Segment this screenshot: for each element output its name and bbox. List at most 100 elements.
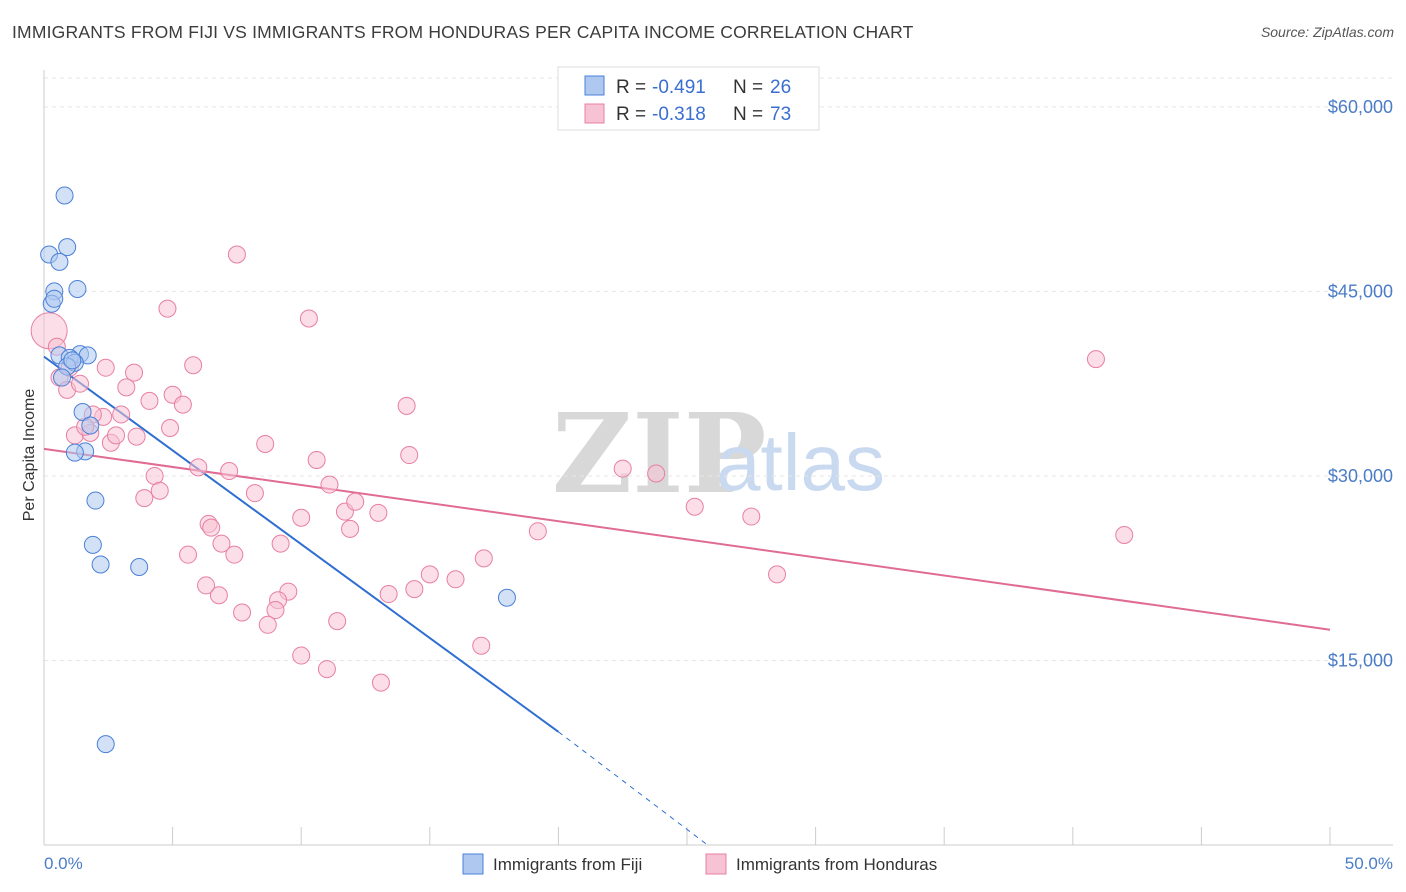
honduras-point [107,426,126,445]
legend-fiji-swatch [584,75,605,96]
legend-honduras-r-value: -0.318 [652,104,706,125]
honduras-point [209,586,228,605]
fiji-point [497,588,516,607]
fiji-point [81,416,100,435]
honduras-point [292,646,311,665]
honduras-point [225,545,244,564]
honduras-point [341,519,360,538]
grid-layer [44,77,1393,661]
bottom-legend-fiji-swatch [462,853,484,875]
honduras-point [320,475,339,494]
legend-fiji-n-value: 26 [770,77,791,98]
y-tick-label: $60,000 [1328,97,1393,117]
legend-fiji-r-value: -0.491 [652,77,706,98]
fiji-point [83,535,102,554]
fiji-point [130,557,149,576]
honduras-point [150,481,169,500]
honduras-point [299,309,318,328]
fiji-point [55,186,74,205]
honduras-point [117,378,136,397]
honduras-point [96,358,115,377]
honduras-point [135,489,154,508]
y-tick-label: $30,000 [1328,466,1393,486]
bottom-legend-honduras-swatch [705,853,727,875]
honduras-point [346,492,365,511]
honduras-trend-line [43,447,1331,631]
honduras-point [256,434,275,453]
honduras-point [173,395,192,414]
chart-title: IMMIGRANTS FROM FIJI VS IMMIGRANTS FROM … [12,22,914,42]
fiji-point [73,402,92,421]
x-tick-label-min: 0.0% [44,854,83,873]
honduras-point [189,458,208,477]
honduras-point [397,396,416,415]
honduras-point [328,612,347,631]
honduras-point [220,462,239,481]
honduras-point [197,576,216,595]
honduras-point [472,636,491,655]
fiji-point [58,238,77,257]
honduras-point [405,580,424,599]
fiji-point [45,289,64,308]
honduras-point [1115,526,1134,544]
fiji-point [86,491,105,510]
honduras-point [212,534,231,553]
fiji-point [50,252,69,271]
honduras-point [179,545,198,564]
bottom-legend-honduras-label: Immigrants from Honduras [736,855,937,874]
honduras-point [307,450,326,469]
honduras-point [446,570,465,589]
correlation-legend: R = -0.491 N = 26 R = -0.318 N = 73 [557,66,820,131]
honduras-point [768,565,787,584]
honduras-point [371,673,390,692]
fiji-point [68,279,87,298]
honduras-point [202,518,221,537]
honduras-point [127,427,146,446]
legend-fiji-r-label: R = [616,77,646,98]
honduras-point [1086,350,1105,369]
fiji-point [65,443,84,462]
y-tick-label: $15,000 [1328,650,1393,670]
x-tick-label-max: 50.0% [1345,854,1393,873]
honduras-point [613,459,632,478]
honduras-point [528,522,547,541]
honduras-point [420,565,439,584]
legend-honduras-n-label: N = [733,104,763,125]
honduras-point [233,603,252,622]
legend-honduras-n-value: 73 [770,104,791,125]
honduras-point [161,418,180,437]
fiji-trend-line [43,355,559,733]
fiji-point [53,368,72,387]
points-layer [30,186,1134,754]
honduras-point [245,484,264,503]
fiji-trend-extension [558,731,708,846]
honduras-point [125,363,144,382]
y-axis-label: Per Capita Income [21,389,38,522]
watermark-atlas: atlas [716,418,885,507]
honduras-point [474,549,493,568]
honduras-point [258,615,277,634]
y-tick-label: $45,000 [1328,281,1393,301]
honduras-point [184,356,203,375]
honduras-point [647,464,666,483]
honduras-point [742,507,761,526]
trend-layer [43,355,1331,846]
honduras-point [140,391,159,410]
fiji-point [63,351,82,370]
chart-source: Source: ZipAtlas.com [1260,24,1394,40]
honduras-point [292,508,311,527]
watermark-zip: ZIP [552,389,766,518]
honduras-point [271,534,290,553]
series-legend: Immigrants from Fiji Immigrants from Hon… [462,853,937,875]
honduras-point [379,585,398,604]
legend-honduras-r-label: R = [616,104,646,125]
axes-layer: $15,000 $30,000 $45,000 $60,000 [43,70,1393,846]
fiji-point [91,555,110,574]
honduras-point [266,601,285,620]
fiji-point [96,735,115,754]
honduras-point [227,245,246,264]
honduras-point [112,405,131,424]
honduras-point [369,503,388,522]
honduras-point [158,299,177,318]
